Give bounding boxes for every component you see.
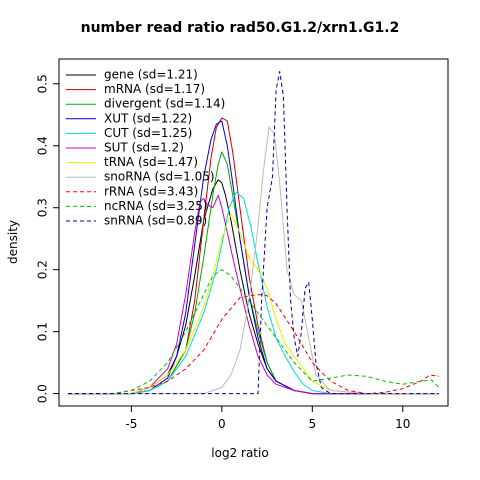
y-tick-label: 0.2	[36, 260, 50, 279]
x-axis: -5 0 5 10	[125, 406, 410, 431]
plot-frame	[58, 58, 449, 407]
legend-entry: snRNA (sd=0.89)	[104, 214, 207, 228]
series-layer	[68, 70, 440, 395]
legend-entry: divergent (sd=1.14)	[104, 97, 225, 111]
legend-entry: tRNA (sd=1.47)	[104, 155, 198, 169]
legend: gene (sd=1.21)mRNA (sd=1.17)divergent (s…	[66, 68, 225, 228]
legend-entry: rRNA (sd=3.43)	[104, 184, 198, 198]
legend-entry: SUT (sd=1.2)	[104, 141, 184, 155]
x-tick-label: -5	[125, 417, 137, 431]
y-tick-label: 0.0	[36, 384, 50, 403]
series-line-5	[68, 191, 439, 395]
y-tick-label: 0.5	[36, 74, 50, 93]
y-axis-label: density	[6, 220, 20, 264]
legend-entry: XUT (sd=1.22)	[104, 111, 192, 125]
legend-entry: CUT (sd=1.25)	[104, 126, 192, 140]
series-line-6	[68, 194, 439, 395]
y-axis: 0.0 0.1 0.2 0.3 0.4 0.5	[36, 74, 59, 403]
y-tick-label: 0.4	[36, 136, 50, 155]
series-line-11	[68, 70, 439, 395]
y-tick-label: 0.1	[36, 322, 50, 341]
legend-entry: mRNA (sd=1.17)	[104, 82, 205, 96]
x-tick-label: 0	[218, 417, 226, 431]
x-axis-label: log2 ratio	[211, 446, 269, 460]
y-tick-label: 0.3	[36, 198, 50, 217]
chart-title: number read ratio rad50.G1.2/xrn1.G1.2	[80, 20, 400, 36]
legend-entry: ncRNA (sd=3.25)	[104, 199, 208, 213]
series-line-9	[68, 294, 440, 395]
x-tick-label: 10	[395, 417, 410, 431]
series-line-10	[68, 269, 440, 395]
legend-entry: snoRNA (sd=1.05)	[104, 170, 215, 184]
x-tick-label: 5	[308, 417, 316, 431]
legend-entry: gene (sd=1.21)	[104, 68, 198, 82]
